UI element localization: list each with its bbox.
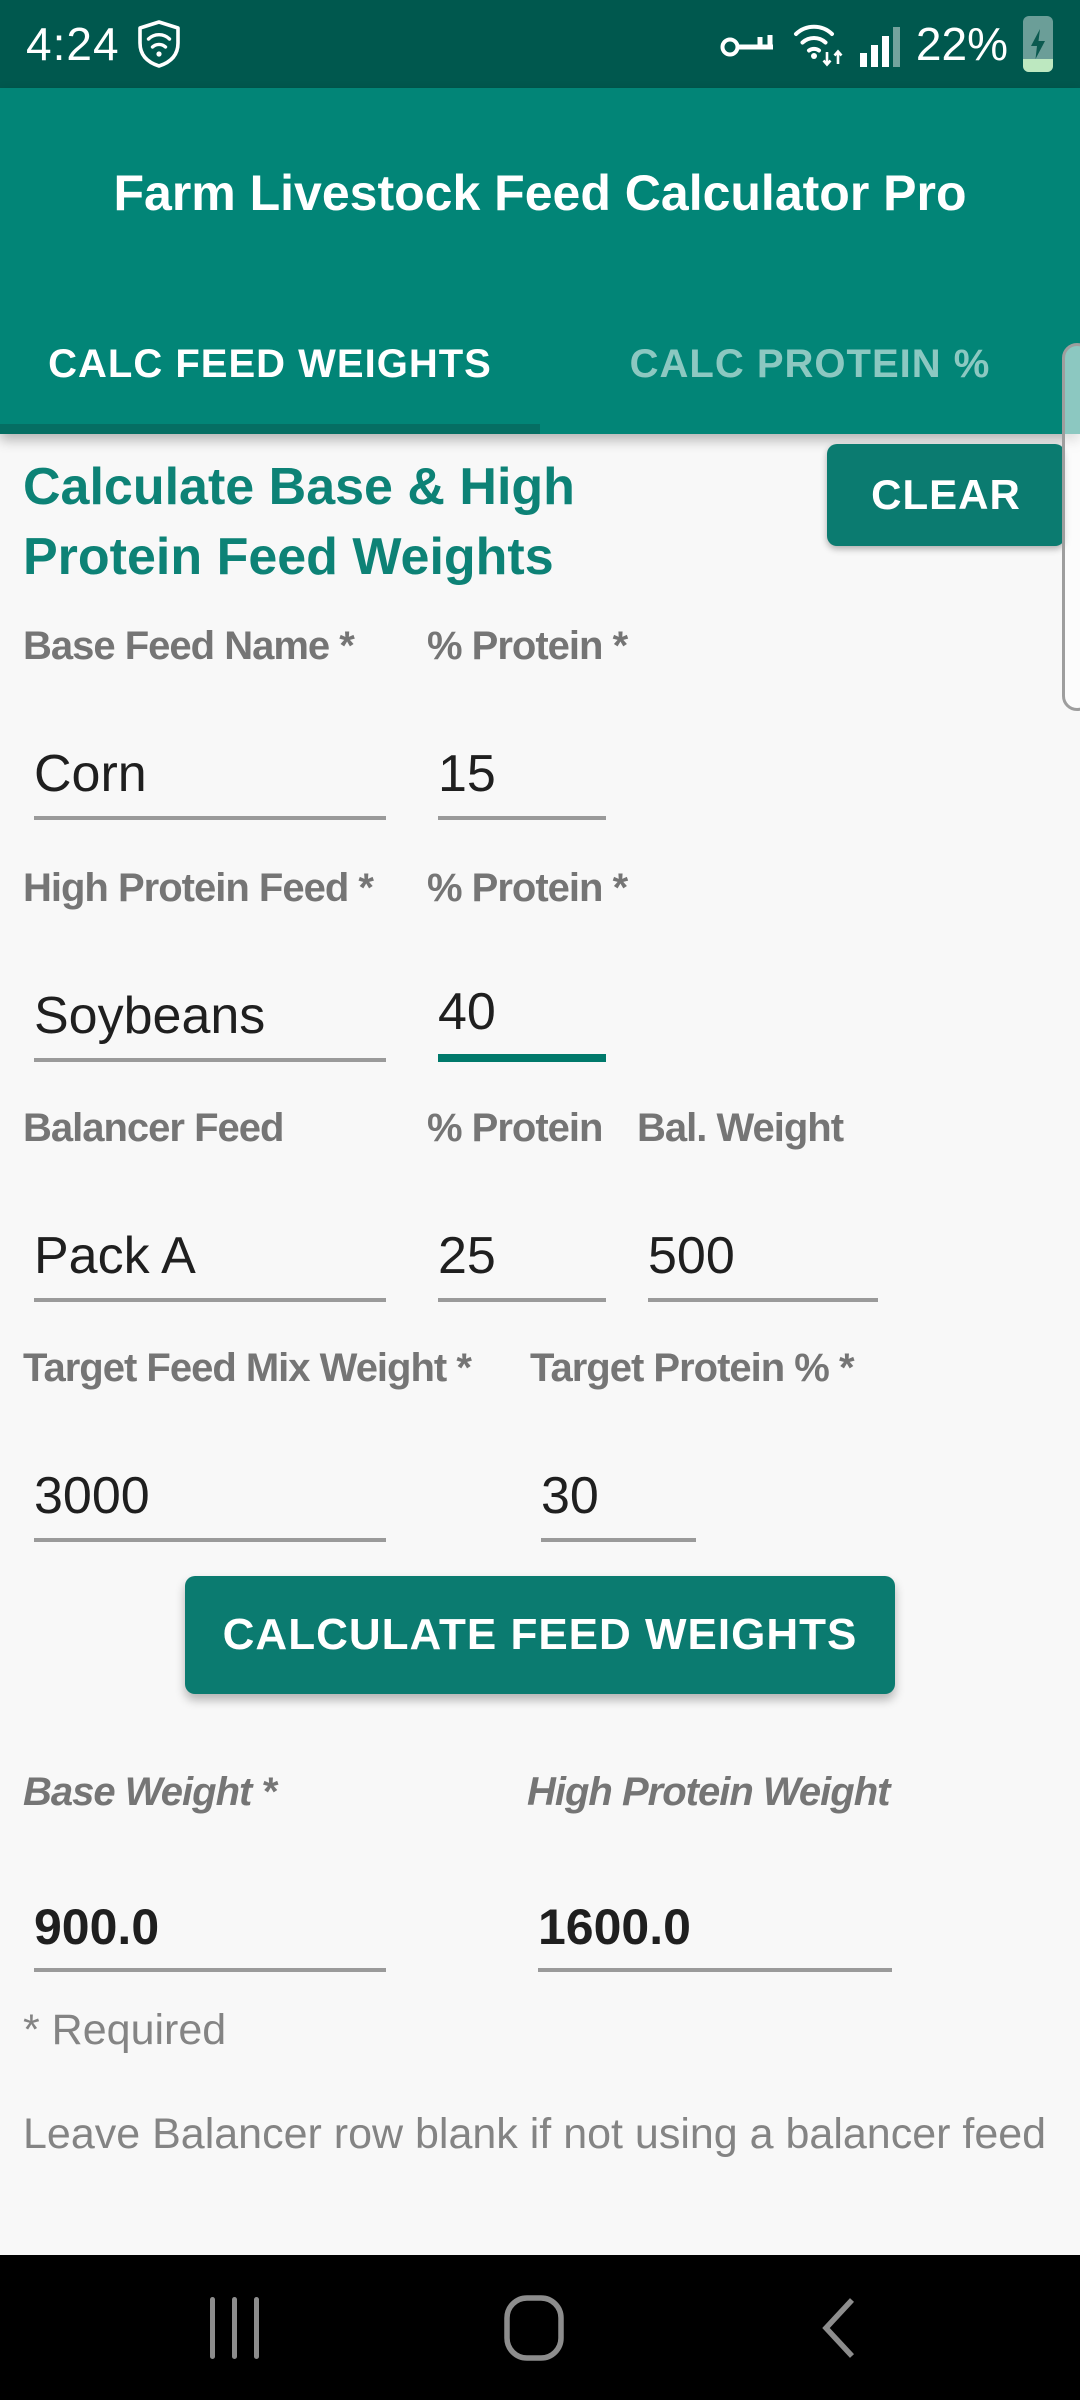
balancer-hint-note: Leave Balancer row blank if not using a …: [23, 2110, 1047, 2158]
target-mix-weight-input[interactable]: [34, 1466, 386, 1538]
high-protein-feed-field: High Protein Feed *: [23, 864, 386, 1062]
secure-wifi-shield-icon: [137, 20, 180, 68]
field-label: % Protein: [427, 1106, 603, 1150]
balancer-feed-input[interactable]: [34, 1226, 386, 1298]
base-protein-field: % Protein *: [427, 622, 628, 820]
tab-label: CALC FEED WEIGHTS: [48, 341, 492, 386]
status-right-group: 22%: [720, 15, 1054, 73]
back-button[interactable]: [758, 2255, 918, 2400]
home-icon: [504, 2294, 564, 2361]
app-title: Farm Livestock Feed Calculator Pro: [113, 165, 967, 221]
battery-percent-text: 22%: [915, 18, 1008, 70]
underline: [34, 966, 386, 1062]
base-feed-name-field: Base Feed Name *: [23, 622, 386, 820]
target-mix-weight-field: Target Feed Mix Weight *: [23, 1344, 472, 1542]
underline: [34, 1876, 386, 1972]
field-label: Target Feed Mix Weight *: [23, 1346, 472, 1390]
field-label: % Protein *: [427, 866, 628, 910]
scrollbar-thumb[interactable]: [1062, 343, 1080, 711]
underline: [438, 1206, 606, 1302]
recents-button[interactable]: [155, 2255, 315, 2400]
field-label: Bal. Weight: [637, 1106, 844, 1150]
base-protein-input[interactable]: [438, 744, 606, 816]
wifi-updown-icon: [793, 24, 843, 67]
tab-bar: CALC FEED WEIGHTS CALC PROTEIN %: [0, 294, 1080, 434]
navigation-bar: [0, 2255, 1080, 2400]
underline: [34, 1446, 386, 1542]
balancer-weight-field: Bal. Weight: [637, 1104, 878, 1302]
underline: [541, 1446, 696, 1542]
high-protein-weight-result-input[interactable]: [538, 1898, 892, 1968]
high-protein-feed-input[interactable]: [34, 986, 386, 1058]
clear-button[interactable]: CLEAR: [827, 444, 1065, 546]
tab-calc-feed-weights[interactable]: CALC FEED WEIGHTS: [0, 294, 540, 434]
form-row-balancer: Balancer Feed % Protein Bal. Weight: [0, 1104, 1080, 1302]
field-label: % Protein *: [427, 624, 628, 668]
base-feed-name-input[interactable]: [34, 744, 386, 816]
required-note: * Required: [23, 2006, 227, 2054]
focused-underline: [438, 966, 606, 1062]
field-label: Balancer Feed: [23, 1106, 284, 1150]
field-label: Base Feed Name *: [23, 624, 355, 668]
balancer-weight-input[interactable]: [648, 1226, 878, 1298]
target-protein-field: Target Protein % *: [530, 1344, 855, 1542]
underline: [438, 724, 606, 820]
field-label: High Protein Weight: [527, 1770, 890, 1814]
underline: [648, 1206, 878, 1302]
status-bar: 4:24: [0, 0, 1080, 88]
field-label: Base Weight *: [23, 1770, 277, 1814]
page-title-line2: Protein Feed Weights: [23, 528, 554, 586]
balancer-feed-field: Balancer Feed: [23, 1104, 386, 1302]
results-row: Base Weight * High Protein Weight: [0, 1768, 1080, 1972]
clock-text: 4:24: [26, 18, 120, 70]
balancer-protein-input[interactable]: [438, 1226, 606, 1298]
high-protein-weight-result-field: High Protein Weight: [527, 1768, 892, 1972]
base-weight-result-field: Base Weight *: [23, 1768, 386, 1972]
back-icon: [822, 2297, 855, 2358]
target-protein-input[interactable]: [541, 1466, 696, 1538]
balancer-protein-field: % Protein: [427, 1104, 606, 1302]
form-row-target: Target Feed Mix Weight * Target Protein …: [0, 1344, 1080, 1542]
calculate-feed-weights-button[interactable]: CALCULATE FEED WEIGHTS: [185, 1576, 895, 1694]
field-label: Target Protein % *: [530, 1346, 855, 1390]
page-title: Calculate Base & High Protein Feed Weigh…: [23, 452, 575, 592]
form-row-high-protein-feed: High Protein Feed * % Protein *: [0, 864, 1080, 1062]
underline: [538, 1876, 892, 1972]
tab-calc-protein-percent[interactable]: CALC PROTEIN %: [540, 294, 1080, 434]
status-left-group: 4:24: [26, 17, 182, 71]
battery-charging-icon: [1023, 16, 1053, 72]
high-protein-percent-input[interactable]: [438, 982, 606, 1054]
field-label: High Protein Feed *: [23, 866, 374, 910]
active-tab-indicator: [0, 424, 540, 434]
signal-strength-icon: [859, 27, 900, 67]
underline: [34, 724, 386, 820]
app-bar: Farm Livestock Feed Calculator Pro CALC …: [0, 88, 1080, 434]
underline: [34, 1206, 386, 1302]
vpn-key-icon: [720, 35, 773, 57]
form-row-base-feed: Base Feed Name * % Protein *: [0, 622, 1080, 820]
high-protein-percent-field: % Protein *: [427, 864, 628, 1062]
home-button[interactable]: [454, 2255, 614, 2400]
page-title-line1: Calculate Base & High: [23, 458, 575, 516]
tab-label: CALC PROTEIN %: [629, 341, 991, 386]
base-weight-result-input[interactable]: [34, 1898, 386, 1968]
recents-icon: [210, 2296, 259, 2359]
